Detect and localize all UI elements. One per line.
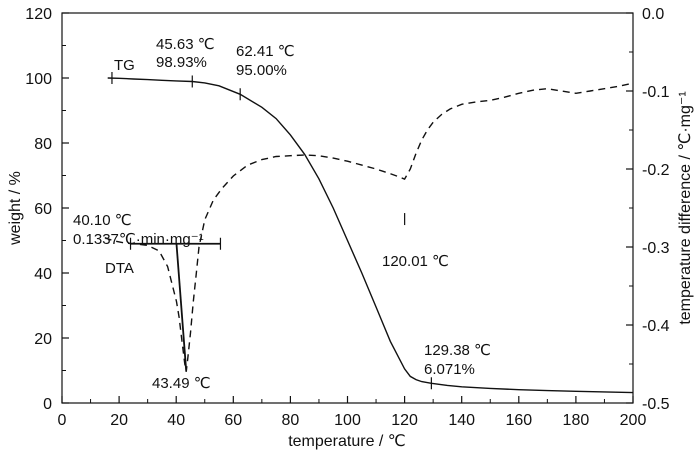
annotation-43-peak: 43.49 ℃ [152,375,211,392]
y-right-tick-label: -0.1 [642,84,670,101]
annotation-62-temp: 62.41 ℃ [236,43,295,60]
x-tick-label: 80 [282,412,300,429]
dta-peak-line [175,243,188,371]
y-left-tick-label: 100 [25,71,52,88]
y-right-tick-label: -0.5 [642,396,670,413]
annotation-45-temp: 45.63 ℃ [156,36,215,53]
y-left-tick-label: 120 [25,6,52,23]
x-axis-title: temperature / ℃ [288,433,406,450]
x-axis-ticks: 0 20 40 60 80 100 120 140 160 180 200 [58,396,647,429]
x-tick-label: 20 [110,412,128,429]
plot-frame [61,12,634,404]
annotation-45-weight: 98.93% [156,54,207,71]
x-tick-label: 60 [224,412,242,429]
x-tick-label: 120 [391,412,418,429]
y-left-axis-ticks: 0 20 40 60 80 100 120 [25,6,69,413]
y-right-axis-ticks: -0.5 -0.4 -0.3 -0.2 -0.1 0.0 [626,6,670,413]
y-left-tick-label: 0 [43,396,52,413]
x-tick-label: 200 [620,412,647,429]
x-tick-label: 160 [505,412,532,429]
y-right-tick-label: 0.0 [642,6,664,23]
annotation-120-peak: 120.01 ℃ [382,253,449,270]
y-right-tick-label: -0.4 [642,318,670,335]
y-left-axis-title: weight / % [7,171,24,246]
annotation-129-weight: 6.071% [424,361,475,378]
dta-series-line [104,82,634,372]
annotation-129-temp: 129.38 ℃ [424,342,491,359]
x-tick-label: 0 [58,412,67,429]
series-label-dta: DTA [105,260,134,277]
y-right-tick-label: -0.2 [642,162,670,179]
y-left-tick-label: 40 [34,266,52,283]
annotation-40-rate: 0.1337℃·min·mg⁻¹ [73,231,204,248]
y-right-tick-label: -0.3 [642,240,670,257]
x-tick-label: 180 [563,412,590,429]
x-tick-label: 40 [167,412,185,429]
y-left-tick-label: 60 [34,201,52,218]
y-right-axis-title: temperature difference / ℃·mg⁻¹ [677,91,694,324]
y-left-tick-label: 80 [34,136,52,153]
annotation-40-temp: 40.10 ℃ [73,212,132,229]
x-tick-label: 100 [334,412,361,429]
tg-series-line [107,77,634,394]
annotation-62-weight: 95.00% [236,62,287,79]
series-label-tg: TG [114,57,135,74]
x-tick-label: 140 [448,412,475,429]
y-left-tick-label: 20 [34,331,52,348]
annotation-marks [111,72,432,390]
